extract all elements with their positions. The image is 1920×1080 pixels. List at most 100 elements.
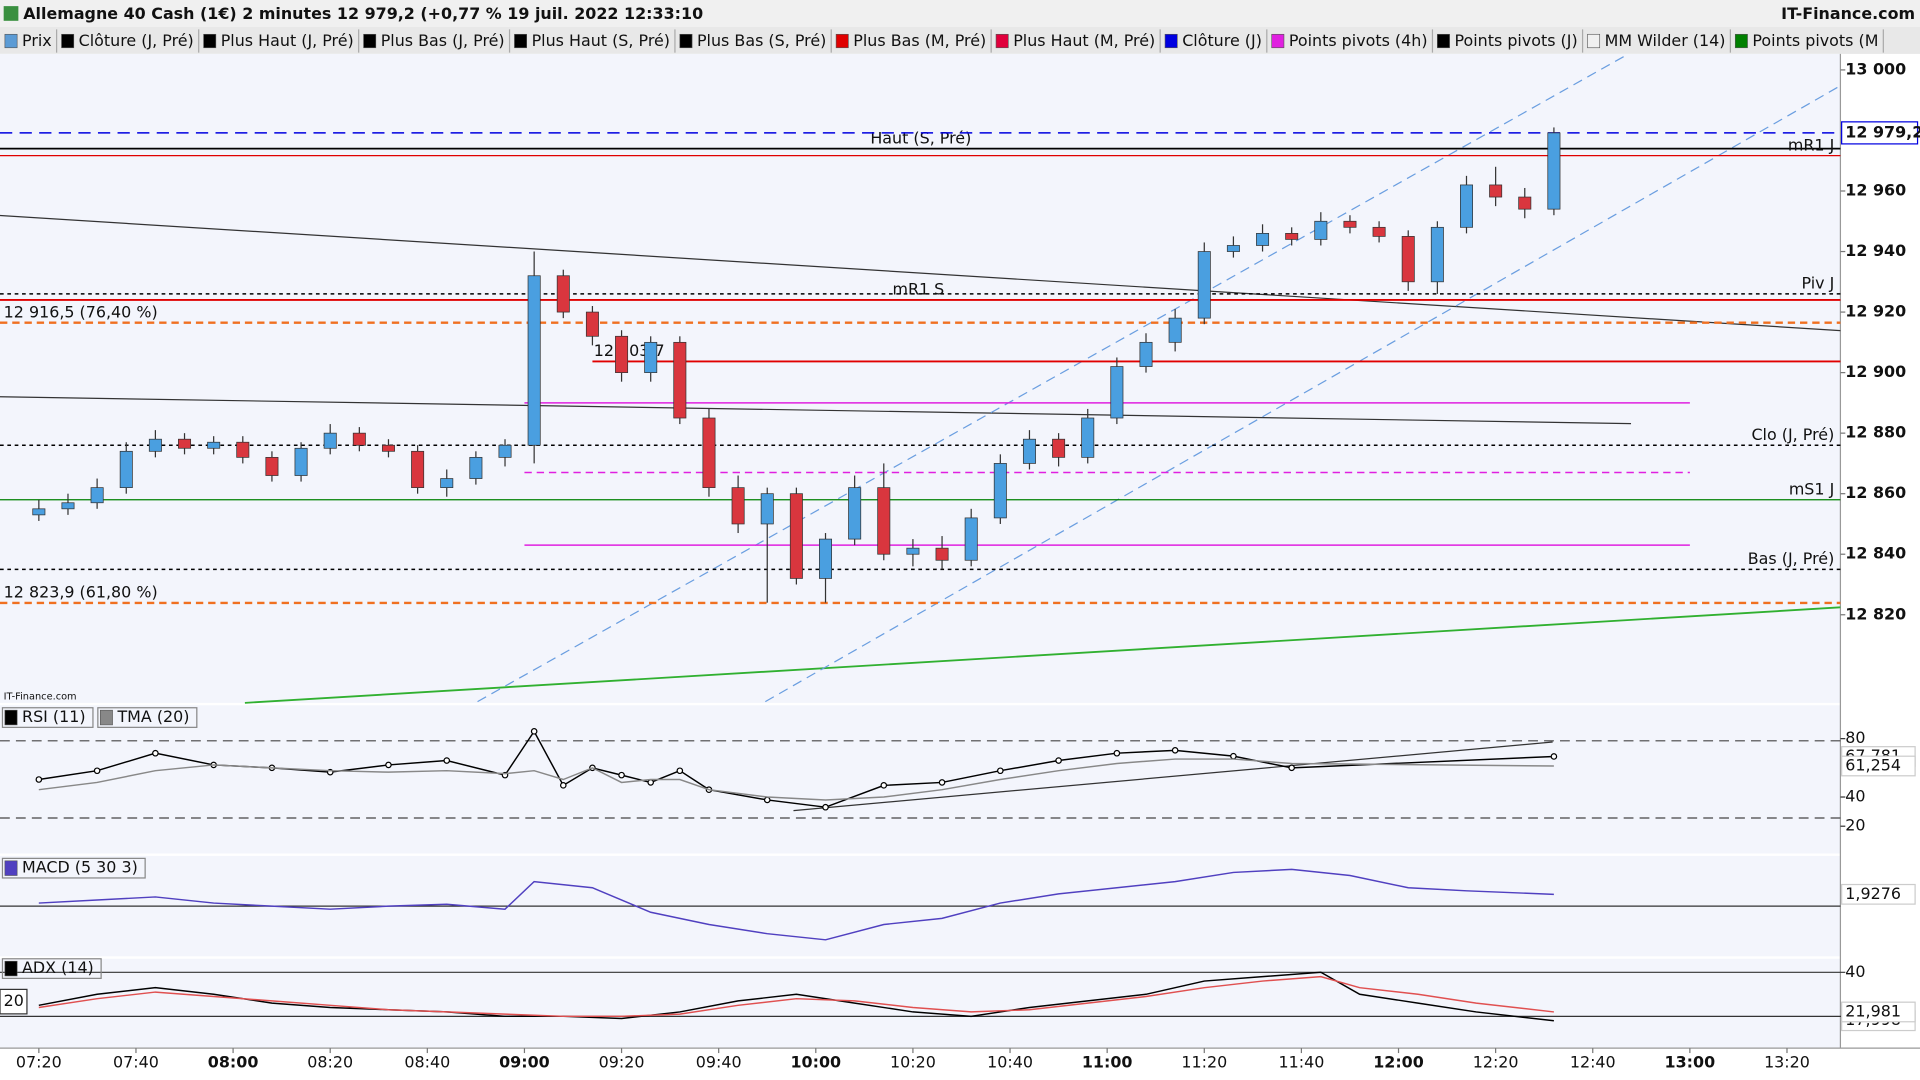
trendline <box>0 396 1632 425</box>
candle-body <box>673 341 687 419</box>
candle-body <box>993 463 1007 519</box>
y-tick-label: 12 920 <box>1845 302 1906 321</box>
value-label: 21,981 <box>1845 1001 1901 1020</box>
value-label: 61,254 <box>1845 755 1901 774</box>
candle-body <box>381 444 395 452</box>
candle-body <box>1110 366 1124 419</box>
candle-body <box>1081 417 1095 458</box>
level-label: mS1 J <box>1789 479 1834 498</box>
candle-body <box>556 275 570 313</box>
y-tick-label: 40 <box>1845 787 1865 806</box>
x-tick-label: 08:40 <box>404 1052 450 1071</box>
candle-body <box>119 450 133 488</box>
panel-title-box <box>1 707 94 728</box>
candle-body <box>1197 251 1211 319</box>
candle-body <box>1489 184 1503 198</box>
legend-swatch <box>1164 33 1178 49</box>
series-point <box>822 803 829 811</box>
watermark: IT-Finance.com <box>4 692 77 703</box>
candle-body <box>760 493 774 525</box>
level-label: Bas (J, Pré) <box>1748 549 1835 568</box>
series-point <box>1550 753 1558 760</box>
y-tick-label: 12 820 <box>1845 604 1906 623</box>
x-tick-label: 10:40 <box>987 1052 1033 1071</box>
legend-swatch <box>1734 33 1748 49</box>
candle-body <box>585 311 599 337</box>
x-tick-label: 11:40 <box>1278 1052 1324 1071</box>
candle-body <box>789 493 803 579</box>
candle-body <box>731 487 745 525</box>
legend-swatch <box>61 33 75 49</box>
candle-body <box>1518 196 1532 210</box>
legend-entry: Prix <box>22 31 52 50</box>
value-box <box>1841 883 1916 905</box>
param-box <box>0 988 28 1015</box>
panel-swatch <box>4 860 18 876</box>
legend-entry: Plus Bas (M, Pré) <box>853 31 986 50</box>
panel-title: TMA (20) <box>116 707 189 726</box>
x-tick-label: 08:20 <box>307 1052 353 1071</box>
series-line <box>38 758 1554 801</box>
legend-swatch <box>679 33 693 49</box>
candle-body <box>1256 233 1270 246</box>
x-tick-label: 10:00 <box>790 1052 841 1071</box>
series-point <box>152 749 159 757</box>
level-label: 12 916,5 (76,40 %) <box>4 302 158 321</box>
last-price-box <box>1841 121 1919 145</box>
series-point <box>997 767 1004 775</box>
trendline <box>0 214 1841 332</box>
candle-body <box>294 447 308 476</box>
legend-entry: Points pivots (J) <box>1454 31 1577 50</box>
candle-body <box>819 538 833 579</box>
series-point <box>1113 749 1121 757</box>
x-tick-label: 12:40 <box>1570 1052 1616 1071</box>
series-point <box>530 728 538 735</box>
rsi-panel <box>0 705 1841 854</box>
y-tick-label: 12 880 <box>1845 423 1906 442</box>
series-point <box>880 782 888 789</box>
panel-title-box <box>1 958 102 979</box>
x-tick-label: 08:00 <box>208 1052 259 1071</box>
channel-line <box>477 53 1629 703</box>
level-label: Piv J <box>1801 274 1834 293</box>
value-label: 1,9276 <box>1845 884 1901 903</box>
param-label: 20 <box>4 991 24 1010</box>
candle-body <box>90 487 104 504</box>
candle-body <box>1052 438 1066 458</box>
candle-body <box>352 432 366 446</box>
panel-swatch <box>99 709 113 726</box>
legend-entry: Plus Bas (J, Pré) <box>381 31 505 50</box>
legend-swatch <box>1271 33 1285 49</box>
candle-body <box>469 456 483 479</box>
x-tick-label: 13:00 <box>1665 1052 1716 1071</box>
candle-body <box>61 502 75 510</box>
x-tick-label: 07:40 <box>113 1052 159 1071</box>
x-tick-label: 13:20 <box>1764 1052 1810 1071</box>
title: Allemagne 40 Cash (1€) 2 minutes 12 979,… <box>23 4 703 23</box>
legend-swatch <box>1587 33 1601 49</box>
x-tick-label: 10:20 <box>890 1052 936 1071</box>
y-tick-label: 12 940 <box>1845 241 1906 260</box>
value-box <box>1841 1001 1916 1023</box>
candle-body <box>1343 220 1357 228</box>
legend-entry: Clôture (J, Pré) <box>79 31 194 50</box>
candle-body <box>265 456 279 476</box>
y-tick-label: 80 <box>1845 728 1865 747</box>
series-point <box>1230 752 1237 760</box>
y-tick-label: 12 960 <box>1845 180 1906 199</box>
panel-swatch <box>4 709 18 726</box>
panel-title-box <box>1 857 146 879</box>
trendline <box>244 606 1841 704</box>
candle-body <box>1226 245 1240 252</box>
candle-body <box>615 335 629 373</box>
series-point <box>618 771 625 779</box>
series-line <box>38 975 1554 1018</box>
x-tick-label: 12:00 <box>1373 1052 1424 1071</box>
legend-swatch <box>1437 33 1450 49</box>
header-bar <box>0 0 1920 27</box>
panel-title: ADX (14) <box>22 958 94 977</box>
series-point <box>1171 747 1179 754</box>
y-tick-label: 20 <box>1845 816 1865 835</box>
series-point <box>385 761 392 769</box>
